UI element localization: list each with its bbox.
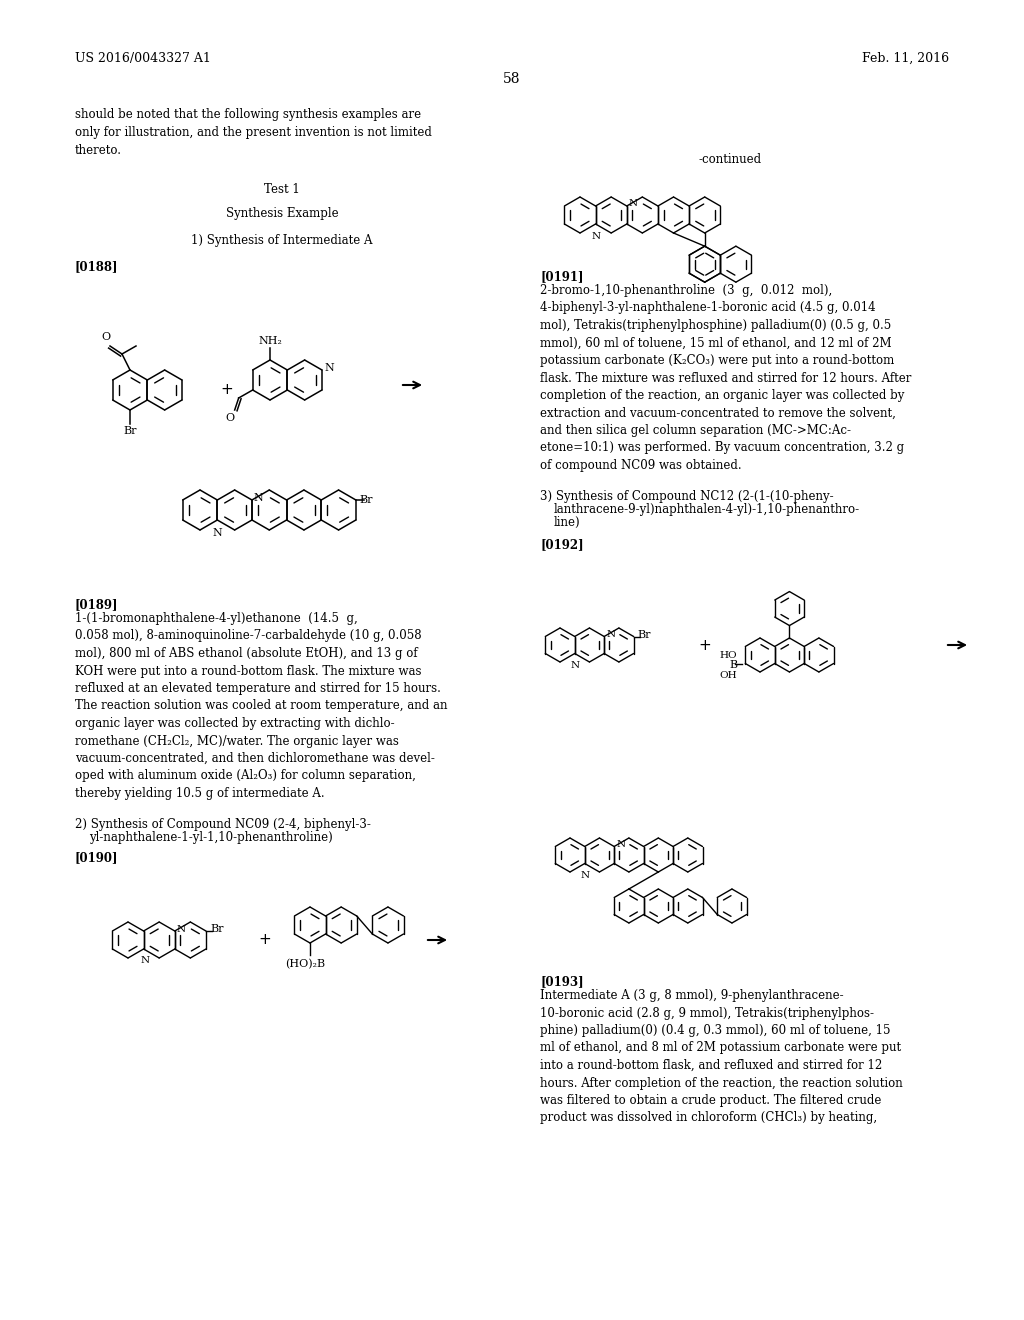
- Text: 2-bromo-1,10-phenanthroline  (3  g,  0.012  mol),
4-biphenyl-3-yl-naphthalene-1-: 2-bromo-1,10-phenanthroline (3 g, 0.012 …: [540, 284, 911, 473]
- Text: US 2016/0043327 A1: US 2016/0043327 A1: [75, 51, 211, 65]
- Text: N: N: [591, 232, 600, 242]
- Text: N: N: [254, 492, 264, 503]
- Text: 58: 58: [503, 73, 521, 86]
- Text: N: N: [570, 660, 580, 669]
- Text: HO: HO: [720, 651, 737, 660]
- Text: Br: Br: [638, 630, 651, 639]
- Text: Synthesis Example: Synthesis Example: [225, 207, 338, 220]
- Text: Intermediate A (3 g, 8 mmol), 9-phenylanthracene-
10-boronic acid (2.8 g, 9 mmol: Intermediate A (3 g, 8 mmol), 9-phenylan…: [540, 989, 903, 1125]
- Text: +: +: [259, 932, 271, 948]
- Text: Br: Br: [359, 495, 374, 506]
- Text: line): line): [554, 516, 581, 529]
- Text: NH₂: NH₂: [258, 337, 282, 346]
- Text: should be noted that the following synthesis examples are
only for illustration,: should be noted that the following synth…: [75, 108, 432, 157]
- Text: O: O: [225, 413, 234, 422]
- Text: +: +: [698, 638, 712, 652]
- Text: N: N: [581, 870, 589, 879]
- Text: Test 1: Test 1: [264, 183, 300, 195]
- Text: N: N: [212, 528, 222, 539]
- Text: N: N: [616, 840, 626, 849]
- Text: 2) Synthesis of Compound NC09 (2-4, biphenyl-3-: 2) Synthesis of Compound NC09 (2-4, biph…: [75, 818, 371, 832]
- Text: 3) Synthesis of Compound NC12 (2-(1-(10-pheny-: 3) Synthesis of Compound NC12 (2-(1-(10-…: [540, 490, 834, 503]
- Text: N: N: [325, 363, 335, 374]
- Text: N: N: [140, 956, 150, 965]
- Text: B: B: [729, 660, 737, 671]
- Text: lanthracene-9-yl)naphthalen-4-yl)-1,10-phenanthro-: lanthracene-9-yl)naphthalen-4-yl)-1,10-p…: [554, 503, 860, 516]
- Text: +: +: [220, 383, 233, 397]
- Text: N: N: [629, 199, 638, 209]
- Text: [0193]: [0193]: [540, 975, 584, 987]
- Text: OH: OH: [720, 671, 737, 680]
- Text: [0190]: [0190]: [75, 851, 119, 865]
- Text: [0191]: [0191]: [540, 271, 584, 282]
- Text: (HO)₂B: (HO)₂B: [285, 960, 325, 969]
- Text: N: N: [177, 924, 186, 933]
- Text: yl-naphthalene-1-yl-1,10-phenanthroline): yl-naphthalene-1-yl-1,10-phenanthroline): [89, 832, 333, 843]
- Text: [0188]: [0188]: [75, 260, 119, 273]
- Text: O: O: [101, 333, 111, 342]
- Text: Feb. 11, 2016: Feb. 11, 2016: [862, 51, 949, 65]
- Text: 1-(1-bromonaphthalene-4-yl)ethanone  (14.5  g,
0.058 mol), 8-aminoquinoline-7-ca: 1-(1-bromonaphthalene-4-yl)ethanone (14.…: [75, 612, 447, 800]
- Text: Br: Br: [210, 924, 223, 935]
- Text: 1) Synthesis of Intermediate A: 1) Synthesis of Intermediate A: [191, 234, 373, 247]
- Text: [0189]: [0189]: [75, 598, 119, 611]
- Text: -continued: -continued: [698, 153, 762, 166]
- Text: [0192]: [0192]: [540, 539, 584, 550]
- Text: N: N: [606, 630, 615, 639]
- Text: Br: Br: [123, 426, 137, 436]
